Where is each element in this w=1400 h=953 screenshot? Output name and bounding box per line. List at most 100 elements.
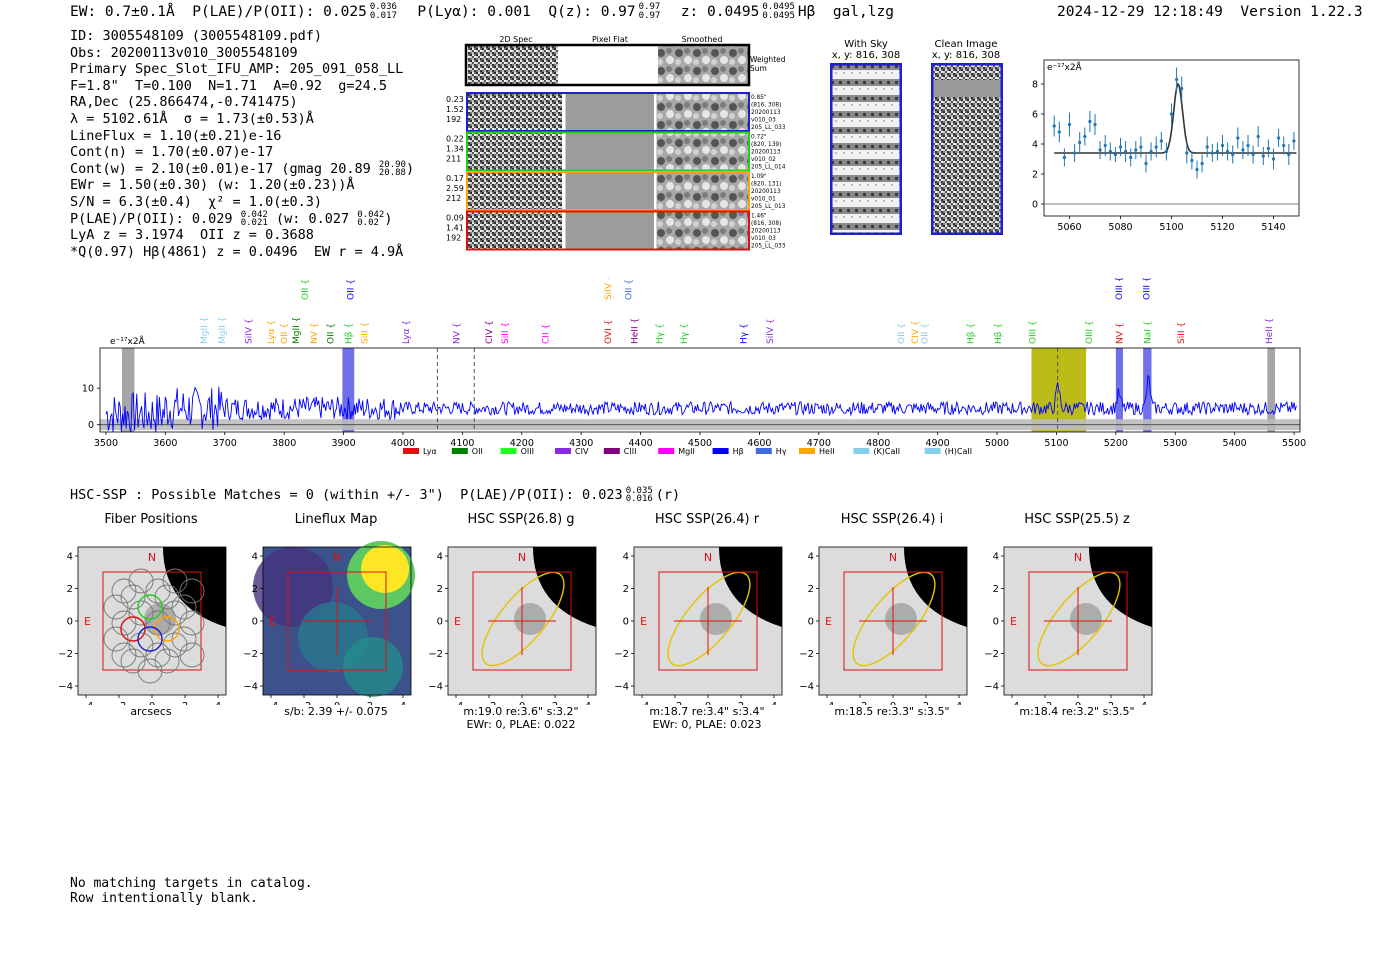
clean-image-title: Clean Image x, y: 816, 308 (925, 39, 1007, 61)
spec-legend-item: MgII (658, 447, 695, 456)
zoom-data-point (1124, 141, 1128, 162)
zoom-point-marker (1277, 136, 1281, 140)
spec-line-label: NaI { (1143, 321, 1153, 345)
line-fit-plot: 5060 5080 5100 5120 5140 0 2 4 6 8 e⁻¹⁷x2Å (1032, 59, 1300, 233)
sum-label: Sum (750, 64, 767, 73)
panel-caption: m:18.7 re:3.4" s:3.4" EWr: 0, PLAE: 0.023 (604, 705, 810, 731)
spec-xtick-label: 5200 (1104, 438, 1128, 449)
spec-line-label: SiIV { (604, 278, 614, 300)
zoom-point-marker (1292, 139, 1296, 143)
panel-image: N E −4 −2 0 2 4 4 2 0 −2 −4 (243, 541, 415, 705)
exposure-info: v010_03 (751, 236, 776, 242)
exposure-stat: 1.52 (446, 105, 464, 114)
zoom-data-point (1169, 103, 1174, 125)
zoom-axes-frame (1043, 59, 1300, 217)
spec-line-label: NV { (310, 323, 320, 344)
panel-ytick-label: 0 (623, 617, 629, 628)
exposure-info: 205_LL_033 (751, 244, 786, 250)
spec-xtick-label: 4800 (866, 438, 890, 449)
zoom-data-point (1271, 148, 1276, 170)
zoom-point-marker (1220, 143, 1225, 148)
panel-ytick-label: −2 (799, 649, 814, 660)
panel-title: HSC SSP(26.4) r (654, 512, 760, 527)
panel-ytick-label: 2 (623, 584, 629, 595)
fiber-circle (179, 578, 205, 604)
spec-line-label: OII { (897, 323, 907, 344)
info-fit-params: F=1.8" T=0.100 N=1.71 A=0.92 g=24.5 (70, 77, 387, 94)
aperture-ellipse (667, 571, 751, 667)
divider (563, 133, 566, 170)
detection-info: ID: 3005548109 (3005548109.pdf) Obs: 202… (70, 28, 414, 260)
spec-xtick-label: 5000 (985, 438, 1009, 449)
zoom-point-marker (1200, 161, 1204, 166)
zoom-ytick-label: 4 (1032, 140, 1038, 151)
exposure-info: 205_LL_013 (751, 204, 786, 210)
info-plae-lower: 0.021 (240, 217, 268, 228)
panel-xtick-label: −2 (482, 701, 497, 705)
panel-xtick-label: −4 (79, 701, 94, 705)
east-marker: E (454, 615, 461, 628)
zoom-data-point (1185, 142, 1189, 164)
zoom-data-point (1052, 115, 1056, 137)
fiber-circle (137, 658, 163, 684)
galaxy-halo (885, 603, 917, 635)
panel-xtick-label: 2 (182, 701, 188, 705)
panel-caption-line1: m:19.0 re:3.6" s:3.2" (463, 705, 579, 718)
panel-caption-line1: s/b: 2.39 +/- 0.075 (284, 705, 388, 718)
spec-legend-label: CIII (624, 447, 637, 456)
panel-xtick-label: −4 (635, 701, 650, 705)
zoom-point-marker (1236, 136, 1240, 140)
zoom-data-point (1164, 142, 1168, 161)
spec-legend-swatch (712, 448, 729, 454)
imaging-panel: HSC SSP(25.5) zNE−4−2024420−2−4m:18.4 re… (974, 512, 1184, 718)
zoom-point-marker (1190, 158, 1194, 163)
exposure-stat: 212 (446, 194, 461, 203)
exposure-info: 20200113 (751, 189, 781, 195)
zoom-point-marker (1271, 157, 1276, 161)
east-marker: E (825, 615, 832, 628)
spec-legend-label: (K)CaII (873, 447, 900, 456)
panel-ytick-label: 2 (252, 584, 258, 595)
zoom-data-point (1261, 147, 1265, 165)
fiber-circle (154, 584, 180, 610)
galaxy-halo (700, 603, 732, 635)
zoom-data-point (1073, 144, 1077, 162)
zoom-point-marker (1251, 152, 1255, 157)
spec-legend-swatch (403, 448, 419, 454)
zoom-point-marker (1098, 148, 1102, 152)
clean-image-xy: x, y: 816, 308 (931, 50, 1001, 61)
panel-ytick-label: 0 (252, 617, 258, 628)
spec-line-label: OIII { (1115, 278, 1125, 300)
galaxy-halo (1070, 603, 1102, 635)
spec-legend-label: Hβ (733, 447, 744, 456)
zoom-data-point (1175, 67, 1179, 92)
panel-caption: m:19.0 re:3.6" s:3.2" EWr: 0, PLAE: 0.022 (418, 705, 624, 731)
spec-xtick-label: 3700 (213, 438, 237, 449)
zoom-point-marker (1282, 143, 1286, 148)
panel-ytick-label: −2 (984, 649, 999, 660)
panel-ytick-label: 0 (437, 617, 443, 628)
spec-line-label: HeII { (631, 318, 641, 344)
exposure-info: v010_01 (751, 197, 776, 203)
footer-blank-row: Row intentionally blank. (70, 891, 258, 906)
spec-line-label: SiIV { (245, 318, 255, 344)
col-label-pixel-flat: Pixel Flat (592, 35, 628, 44)
spec-line-label: NV { (1115, 323, 1125, 344)
panel-ytick-label: 4 (67, 552, 73, 563)
exposure-stat: 0.09 (446, 214, 464, 223)
fiber-blue (137, 626, 163, 652)
zoom-point-marker (1180, 86, 1184, 91)
header-plae-lower: 0.017 (369, 11, 397, 21)
spec-line-label: MgII { (200, 317, 210, 344)
zoom-point-marker (1246, 143, 1250, 148)
fiber-circle (145, 610, 171, 636)
exposure-2d (468, 94, 562, 130)
zoom-data-point (1103, 135, 1107, 156)
exposure-2d (468, 212, 562, 249)
exposure-2d (468, 133, 562, 170)
panel-ytick-label: 0 (993, 617, 999, 628)
fiber-green (137, 594, 163, 620)
zoom-data-point (1210, 144, 1214, 162)
fiber-circle (120, 584, 146, 610)
